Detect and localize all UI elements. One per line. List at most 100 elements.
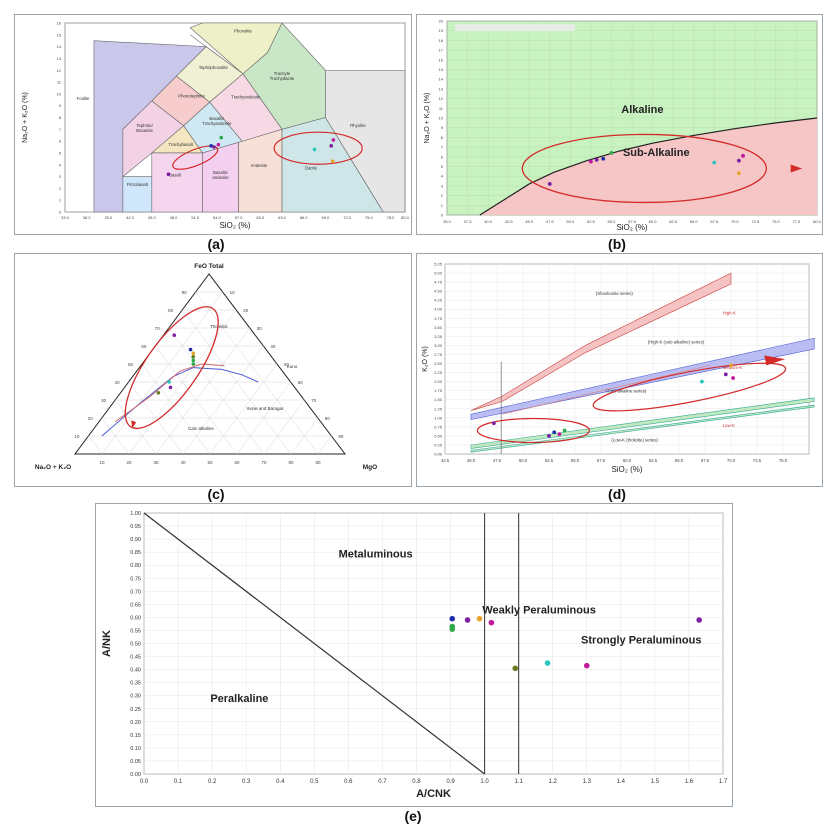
x-tick-d: 72.5	[753, 458, 762, 463]
x-tick-d: 45.0	[467, 458, 476, 463]
y-tick-b: 20	[439, 19, 444, 24]
y-tick-d: 2.50	[434, 361, 443, 366]
y-tick-d: 4.75	[434, 280, 443, 285]
field-label-a: Phonolite	[234, 28, 253, 33]
y-tick-d: 1.25	[434, 406, 443, 411]
x-tick-e: 1.4	[617, 779, 626, 785]
x-tick-b: 55.0	[608, 219, 617, 224]
x-axis-label-a: SiO₂ (%)	[219, 221, 250, 230]
data-point-e	[464, 617, 471, 623]
y-tick-b: 13	[439, 86, 444, 91]
highlight-ellipse	[521, 133, 767, 204]
x-tick-e: 1.3	[583, 779, 592, 785]
legend-bar	[455, 24, 576, 31]
y-tick-d: 3.00	[434, 343, 443, 348]
data-point-d	[491, 421, 496, 426]
data-point-a	[166, 172, 171, 176]
x-tick-b: 65.0	[690, 219, 699, 224]
data-point-d	[557, 432, 562, 436]
data-point-b	[736, 158, 741, 163]
x-tick-e: 0.4	[276, 779, 285, 785]
y-tick-b: 18	[439, 38, 444, 43]
field-label-a: Dacite	[305, 165, 318, 170]
x-tick-d: 42.5	[441, 458, 450, 463]
data-point-e	[512, 665, 519, 672]
y-tick-b: 9	[441, 125, 444, 130]
tick-right-c: 30	[257, 326, 263, 331]
field-rhyolite	[325, 69, 406, 213]
y-tick-a: 12	[57, 68, 62, 73]
x-tick-b: 35.0	[443, 219, 452, 224]
data-point-b	[594, 157, 599, 162]
vertex-label-c: FeO Total	[194, 263, 224, 270]
x-axis-label-e: A/CNK	[416, 788, 451, 800]
y-tick-a: 15	[57, 32, 62, 37]
y-tick-b: 14	[439, 77, 444, 82]
data-point-e	[449, 615, 456, 622]
arrow-head	[790, 164, 803, 173]
y-tick-a: 13	[57, 56, 62, 61]
tick-right-c: 90	[338, 434, 344, 439]
grid-line-c	[209, 363, 278, 455]
field-label-b: Sub-Alkaline	[623, 147, 690, 159]
field-label-a: Trachyte Trachydacite	[270, 71, 295, 81]
y-tick-e: 0.65	[130, 602, 141, 608]
divider-curve	[479, 117, 818, 216]
x-tick-b: 67.5	[710, 219, 719, 224]
y-tick-d: 5.00	[434, 271, 443, 276]
y-tick-e: 1.00	[130, 511, 141, 517]
data-point-e	[696, 617, 702, 623]
tick-left-c: 80	[168, 308, 174, 313]
field-label-a: Trachybasalt	[169, 142, 194, 147]
y-tick-d: 2.75	[434, 352, 443, 357]
y-tick-b: 10	[439, 116, 444, 121]
y-tick-e: 0.15	[130, 733, 141, 739]
tick-bottom-c: 30	[153, 460, 159, 465]
field-label-d: Low-K	[723, 423, 735, 428]
field-label-a: Basaltic Trachyandesite	[202, 116, 232, 126]
field-label-e: Weakly Peraluminous	[482, 604, 596, 616]
x-tick-d: 70.0	[727, 458, 736, 463]
field-label-d: (Low-K (tholeiite) series)	[611, 437, 658, 442]
x-tick-e: 1.2	[549, 779, 558, 785]
y-tick-e: 0.20	[130, 720, 141, 726]
y-tick-b: 6	[441, 154, 444, 159]
x-tick-e: 0.3	[242, 779, 251, 785]
field-label-e: Peralkaline	[210, 693, 268, 705]
y-tick-a: 2	[59, 186, 62, 191]
grid-line-c	[115, 399, 157, 455]
x-tick-d: 57.5	[597, 458, 606, 463]
field-label-a: Basalt	[169, 173, 182, 178]
data-point-a	[330, 159, 335, 164]
y-tick-a: 6	[59, 139, 62, 144]
tick-bottom-c: 40	[180, 460, 186, 465]
field-label-e: Metaluminous	[339, 548, 413, 560]
data-point-d	[731, 376, 735, 380]
data-point-a	[219, 135, 224, 140]
y-axis-label-d: K₂O (%)	[422, 346, 429, 372]
field-label-a: Rhyolite	[350, 123, 366, 128]
x-tick-a: 36.0	[83, 215, 92, 220]
y-tick-e: 0.40	[130, 668, 141, 674]
data-point-e	[544, 660, 551, 666]
arrow-head	[764, 355, 786, 366]
tick-left-c: 90	[182, 290, 188, 295]
data-point-c	[168, 385, 173, 390]
x-tick-a: 66.0	[300, 215, 309, 220]
panel-c: 10 20 30 40 50 60 70 80 90 10 20 30 40 50 60 70 80 90 10 20…	[14, 253, 412, 487]
field-label-d: (High-K (calc-alkaline) series)	[648, 340, 705, 345]
x-tick-e: 0.5	[310, 779, 319, 785]
grid-line-c	[155, 327, 250, 455]
data-point-d	[552, 430, 557, 435]
y-tick-b: 0	[441, 213, 444, 218]
data-point-c	[167, 380, 171, 384]
data-point-a	[216, 142, 221, 147]
tick-right-c: 40	[270, 344, 276, 349]
highlight-ellipse	[172, 145, 219, 170]
x-tick-a: 63.0	[278, 215, 287, 220]
caption-c: (c)	[207, 486, 225, 502]
tick-right-c: 60	[298, 380, 304, 385]
band-shoshonite	[470, 272, 732, 411]
field-andesite	[238, 128, 283, 213]
y-tick-e: 0.70	[130, 589, 141, 595]
